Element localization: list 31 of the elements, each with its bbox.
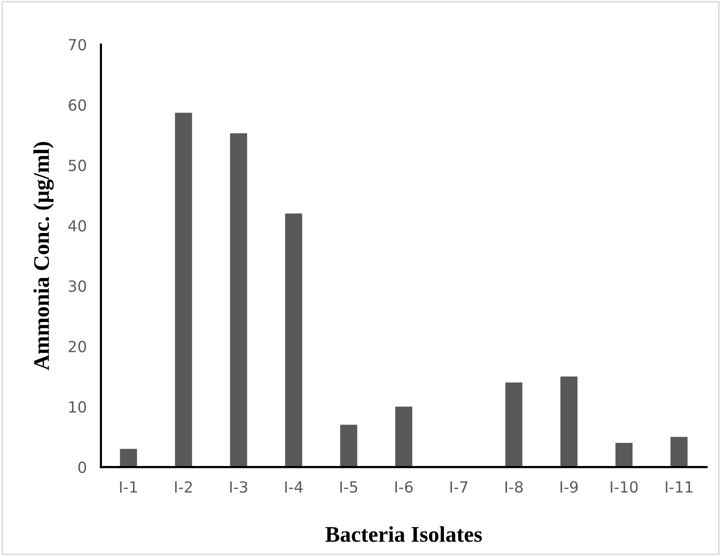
bar [560, 376, 578, 468]
y-tick-label: 60 [68, 99, 86, 111]
x-tick-label: I-2 [175, 481, 192, 493]
bar [120, 448, 138, 468]
y-tick-label: 20 [68, 340, 86, 352]
x-tick-label: I-5 [340, 481, 358, 493]
x-tick-label: I-4 [285, 481, 303, 493]
y-tick-label: 70 [68, 38, 86, 50]
y-tick-label: 40 [68, 220, 86, 232]
bar [174, 112, 192, 468]
bar [615, 442, 633, 468]
x-axis-title: Bacteria Isolates [325, 526, 482, 542]
x-tick-label: I-3 [230, 481, 248, 493]
bar [395, 406, 412, 468]
y-axis-title: Ammonia Conc. (µg/ml) [33, 142, 54, 370]
x-tick-label: I-7 [450, 481, 468, 493]
y-tick-label: 0 [78, 462, 86, 474]
x-tick-label: I-1 [120, 481, 137, 493]
x-tick-label: I-11 [666, 481, 692, 493]
x-tick-label: I-10 [610, 481, 638, 493]
x-tick-label: I-6 [395, 481, 413, 493]
bar [505, 382, 522, 468]
x-tick-label: I-9 [560, 481, 578, 493]
bar [285, 214, 302, 468]
bar [230, 133, 248, 468]
x-tick-label: I-8 [506, 481, 523, 493]
y-tick-label: 10 [69, 401, 86, 413]
y-tick-label: 50 [68, 160, 86, 172]
bar [670, 436, 688, 468]
y-tick-label: 30 [68, 280, 86, 292]
bar [340, 424, 358, 468]
